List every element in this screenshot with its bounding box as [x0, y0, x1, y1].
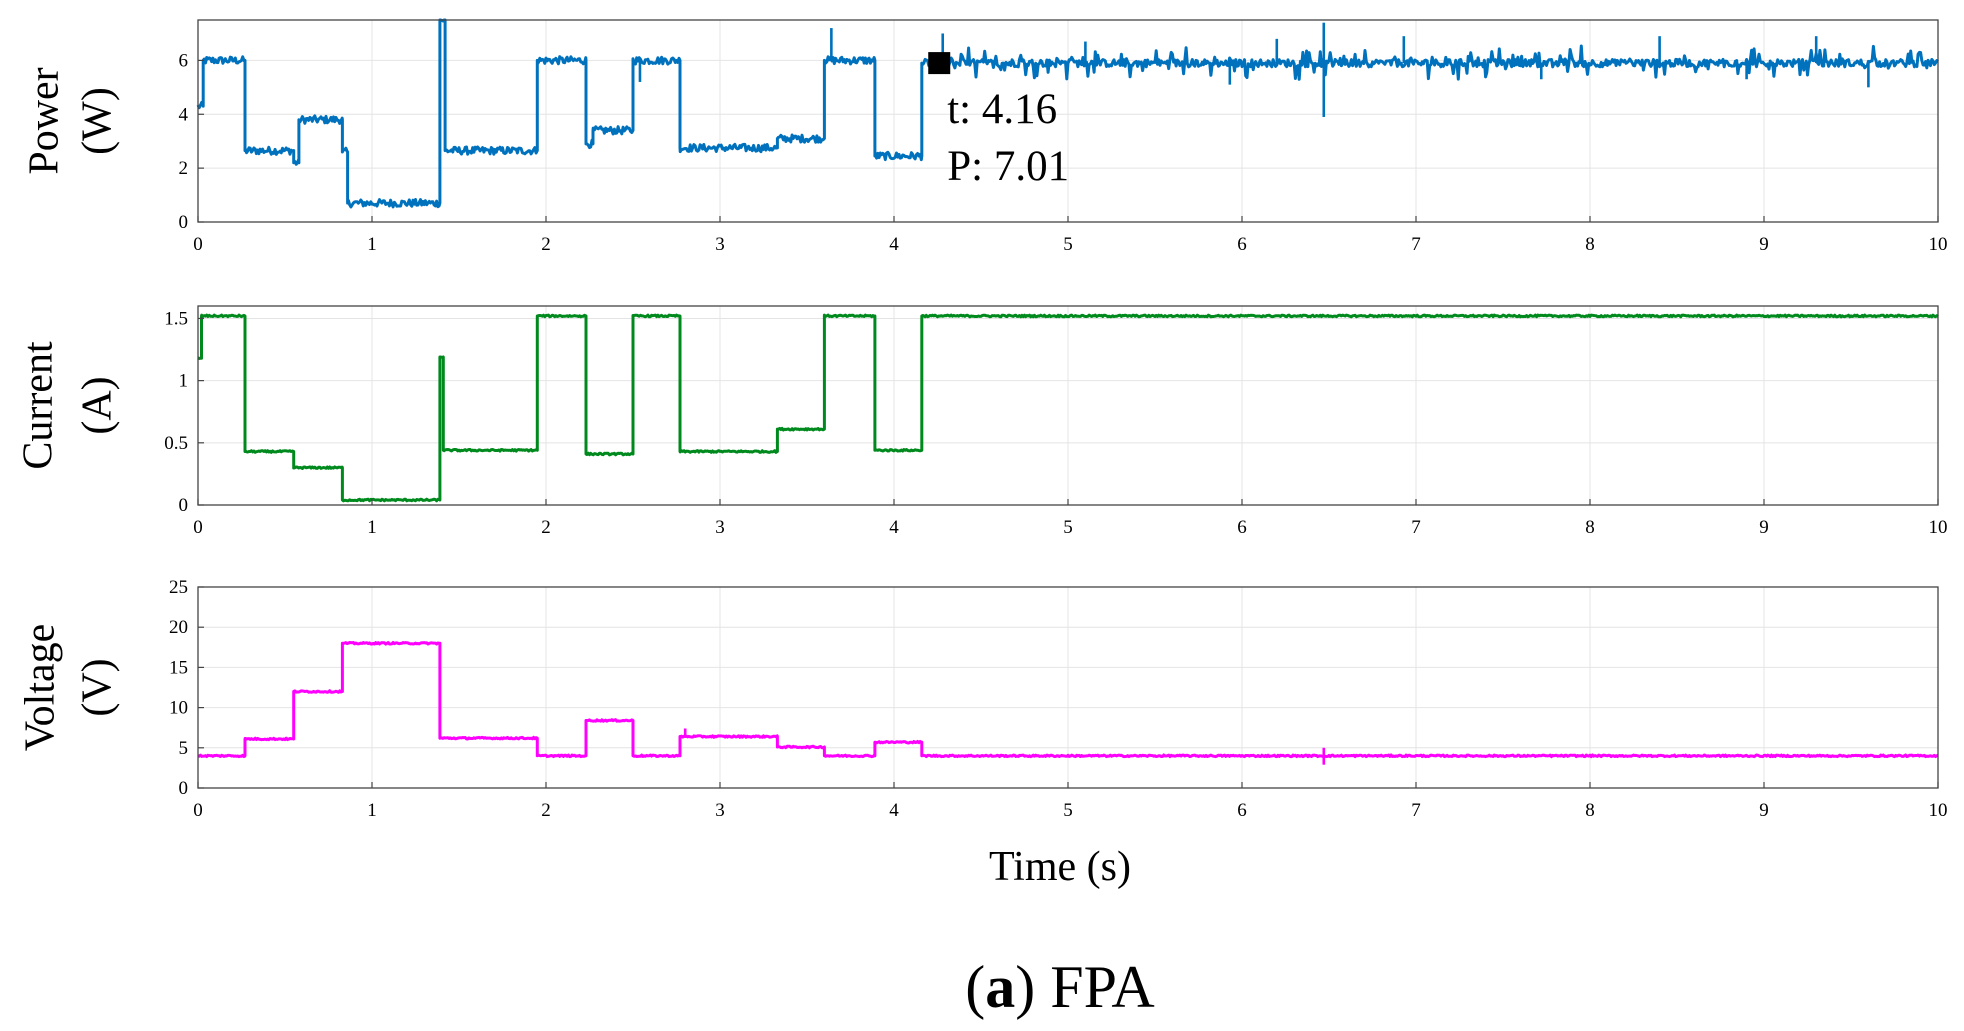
- power-ylabel-line2: (W): [75, 87, 121, 155]
- current-ytick-label-1.5: 1.5: [164, 308, 188, 329]
- current-xtick-label-5: 5: [1063, 517, 1073, 538]
- svg-text:(a) FPA: (a) FPA: [965, 954, 1155, 1020]
- current-panel: 0 1 2 3 4 5 6 7 8 9 10 0 0.5 1 1.5 Current (A): [16, 305, 1948, 538]
- x-axis-label: Time (s): [989, 844, 1131, 890]
- power-xtick-label-10: 10: [1929, 234, 1948, 255]
- caption-text: FPA: [1050, 954, 1155, 1020]
- voltage-xtick-label-0: 0: [193, 800, 203, 821]
- current-ylabel-line2: (A): [75, 376, 121, 434]
- voltage-xtick-label-6: 6: [1237, 800, 1247, 821]
- current-xtick-label-8: 8: [1585, 517, 1595, 538]
- voltage-xtick-label-9: 9: [1759, 800, 1769, 821]
- datatip-t-label: t: 4.16: [947, 86, 1057, 133]
- power-xtick-label-9: 9: [1759, 234, 1769, 255]
- power-xtick-label-5: 5: [1063, 234, 1073, 255]
- current-ytick-label-1: 1: [179, 371, 189, 392]
- voltage-ytick-label-10: 10: [169, 698, 188, 719]
- voltage-xtick-label-7: 7: [1411, 800, 1421, 821]
- voltage-ytick-label-25: 25: [169, 577, 188, 598]
- voltage-xtick-label-8: 8: [1585, 800, 1595, 821]
- voltage-xtick-label-4: 4: [889, 800, 899, 821]
- datatip-marker: [928, 52, 951, 75]
- current-xtick-label-9: 9: [1759, 517, 1769, 538]
- caption-letter: a: [985, 954, 1015, 1020]
- caption-open-paren: (: [965, 954, 985, 1020]
- power-panel: 0 1 2 3 4 5 6 7 8 9 10 0 2 4 6 Power (W) t: 4.16 P: 7.01: [22, 18, 1948, 255]
- power-ylabel-line1: Power: [22, 67, 68, 174]
- power-ytick-label-0: 0: [179, 212, 189, 233]
- power-series-line: [196, 18, 1939, 209]
- voltage-ytick-label-15: 15: [169, 657, 188, 678]
- power-ytick-label-6: 6: [179, 50, 189, 71]
- power-ytick-label-2: 2: [179, 158, 189, 179]
- current-xtick-label-6: 6: [1237, 517, 1247, 538]
- power-xtick-label-3: 3: [715, 234, 725, 255]
- voltage-series-line: [197, 641, 1939, 759]
- voltage-panel: 0 1 2 3 4 5 6 7 8 9 10 0 5 10 15 20 25 Voltage (V): [18, 577, 1948, 821]
- power-xtick-label-1: 1: [367, 234, 377, 255]
- voltage-xtick-label-5: 5: [1063, 800, 1073, 821]
- current-xtick-label-4: 4: [889, 517, 899, 538]
- power-xtick-label-8: 8: [1585, 234, 1595, 255]
- current-xtick-label-2: 2: [541, 517, 551, 538]
- current-ylabel-line1: Current: [16, 341, 62, 470]
- power-xtick-label-4: 4: [889, 234, 899, 255]
- current-xtick-label-1: 1: [367, 517, 377, 538]
- current-xtick-label-10: 10: [1929, 517, 1948, 538]
- voltage-xtick-label-10: 10: [1929, 800, 1948, 821]
- power-xtick-label-6: 6: [1237, 234, 1247, 255]
- caption-close-paren: ): [1015, 954, 1035, 1020]
- power-xtick-label-2: 2: [541, 234, 551, 255]
- current-ytick-label-0.5: 0.5: [164, 433, 188, 454]
- voltage-xtick-label-1: 1: [367, 800, 377, 821]
- current-ytick-label-0: 0: [179, 495, 189, 516]
- voltage-ytick-label-0: 0: [179, 778, 189, 799]
- voltage-ylabel-line2: (V): [75, 658, 121, 716]
- voltage-ytick-label-5: 5: [179, 738, 189, 759]
- current-xtick-label-7: 7: [1411, 517, 1421, 538]
- power-xtick-label-0: 0: [193, 234, 203, 255]
- voltage-xtick-label-2: 2: [541, 800, 551, 821]
- power-ytick-label-4: 4: [179, 104, 189, 125]
- power-xtick-label-7: 7: [1411, 234, 1421, 255]
- figure-caption: (a) FPA: [965, 954, 1155, 1020]
- voltage-ytick-label-20: 20: [169, 617, 188, 638]
- voltage-xtick-label-3: 3: [715, 800, 725, 821]
- datatip-p-label: P: 7.01: [947, 143, 1069, 190]
- current-xtick-label-0: 0: [193, 517, 203, 538]
- voltage-ylabel-line1: Voltage: [18, 624, 64, 752]
- current-xtick-label-3: 3: [715, 517, 725, 538]
- current-series-line: [197, 313, 1939, 503]
